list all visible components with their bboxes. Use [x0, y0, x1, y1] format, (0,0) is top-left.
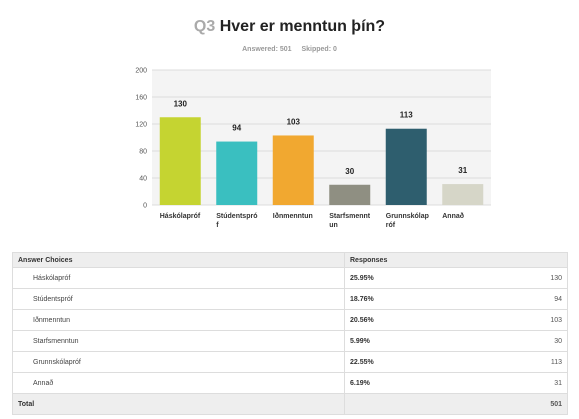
question-title: Q3 Hver er menntun þín? — [0, 18, 579, 36]
table-row: Stúdentspróf 18.76% 94 — [12, 288, 568, 310]
bar — [385, 128, 427, 205]
x-tick-label-line: Annað — [442, 212, 464, 220]
row-count: 113 — [455, 351, 568, 373]
row-percent: 5.99% — [344, 330, 455, 352]
row-label: Stúdentspróf — [12, 288, 345, 310]
bar — [329, 184, 371, 205]
total-label: Total — [12, 393, 345, 415]
total-value: 501 — [455, 393, 568, 415]
x-tick-label-line: Grunnskólap — [386, 213, 429, 220]
row-count: 31 — [455, 372, 568, 394]
x-tick-label-line: Háskólapróf — [160, 213, 201, 220]
x-tick-label-line: Starfsmennt — [329, 213, 371, 220]
x-tick-label-line: Stúdentspró — [216, 213, 257, 220]
row-label: Iðnmenntun — [12, 309, 345, 331]
table-row: Háskólapróf 25.95% 130 — [12, 267, 568, 289]
bar — [216, 141, 258, 205]
row-count: 103 — [455, 309, 568, 331]
plot-area — [152, 70, 491, 205]
x-tick-label-line: un — [329, 222, 338, 229]
header-responses: Responses — [344, 252, 568, 268]
bar-value-label: 113 — [400, 111, 413, 120]
skipped-count: Skipped: 0 — [301, 46, 337, 53]
x-tick-label-line: róf — [386, 222, 396, 229]
bar — [159, 117, 201, 205]
response-stats: Answered: 501 Skipped: 0 — [0, 46, 579, 53]
bar-value-label: 130 — [174, 99, 188, 108]
x-tick-label: Iðnmenntun — [273, 212, 313, 220]
row-percent: 20.56% — [344, 309, 455, 331]
y-tick-label: 160 — [135, 95, 147, 102]
bar-value-label: 31 — [458, 166, 467, 175]
x-tick-label: Annað — [442, 212, 464, 220]
header-answer-choices: Answer Choices — [12, 252, 345, 268]
row-label: Háskólapróf — [12, 267, 345, 289]
bar-value-label: 94 — [232, 124, 241, 133]
y-tick-label: 80 — [139, 149, 147, 156]
x-tick-label: Grunnskólap róf — [386, 213, 429, 229]
table-row: Iðnmenntun 20.56% 103 — [12, 309, 568, 331]
table-row: Grunnskólapróf 22.55% 113 — [12, 351, 568, 373]
row-percent: 25.95% — [344, 267, 455, 289]
answered-count: Answered: 501 — [242, 46, 292, 53]
row-percent: 6.19% — [344, 372, 455, 394]
row-label: Starfsmenntun — [12, 330, 345, 352]
row-label: Grunnskólapróf — [12, 351, 345, 373]
x-tick-label: Stúdentspró f — [216, 213, 257, 229]
question-text: Hver er menntun þín? — [219, 18, 386, 35]
y-tick-label: 0 — [143, 203, 147, 210]
table-header-row: Answer Choices Responses — [12, 252, 568, 268]
x-tick-label-line: f — [216, 222, 219, 229]
row-label: Annað — [12, 372, 345, 394]
x-tick-label: Háskólapróf — [160, 213, 201, 220]
row-count: 130 — [455, 267, 568, 289]
bar-value-label: 103 — [287, 117, 301, 126]
table-row: Starfsmenntun 5.99% 30 — [12, 330, 568, 352]
bar-chart: 0 40 80 120 160 200 130 Háskólapróf 94 Stúdentspr… — [135, 68, 491, 229]
y-tick-label: 200 — [135, 68, 147, 75]
y-tick-label: 120 — [135, 122, 147, 129]
total-spacer — [344, 393, 455, 415]
row-count: 30 — [455, 330, 568, 352]
x-tick-label: Starfsmennt un — [329, 213, 371, 229]
row-percent: 18.76% — [344, 288, 455, 310]
total-row: Total 501 — [12, 393, 568, 415]
responses-table: Answer Choices Responses Háskólapróf 25.… — [12, 252, 568, 415]
bar — [442, 184, 484, 205]
y-tick-label: 40 — [139, 176, 147, 183]
x-tick-label-line: Iðnmenntun — [273, 212, 313, 220]
row-count: 94 — [455, 288, 568, 310]
bar — [272, 135, 314, 205]
question-number: Q3 — [193, 18, 216, 35]
row-percent: 22.55% — [344, 351, 455, 373]
table-row: Annað 6.19% 31 — [12, 372, 568, 394]
bar-value-label: 30 — [345, 167, 354, 176]
